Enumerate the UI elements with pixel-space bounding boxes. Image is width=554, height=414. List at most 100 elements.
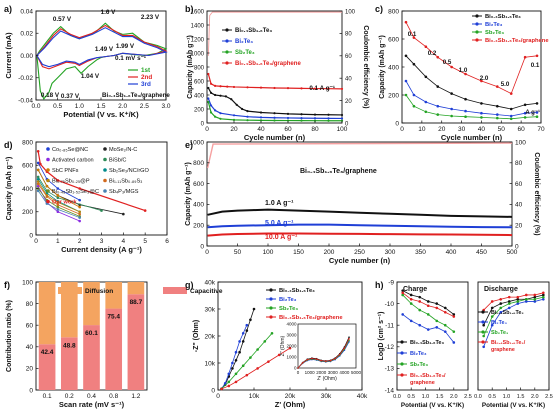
panel-b-right-ytick-label: 80 xyxy=(345,32,352,38)
panel-b-ytick-label: 400 xyxy=(194,93,205,99)
panel-e-xtick-label: 350 xyxy=(415,249,426,256)
panel-d-series-0 xyxy=(37,151,146,212)
panel-h-discharge-legend-label: Bi₂Te₃ xyxy=(491,320,507,326)
panel-g-xtick-label: 20k xyxy=(285,393,296,400)
panel-h-series-1-0-point xyxy=(542,293,545,297)
panel-e-sample: Bi₀.₄Sb₁.₆Te₃/graphene xyxy=(300,168,377,175)
panel-g-series-1-point xyxy=(231,361,234,365)
panel-c-legend-marker xyxy=(475,14,479,18)
panel-b-series-2-point xyxy=(232,118,236,121)
panel-c-legend-marker xyxy=(475,22,479,26)
panel-f-label: f) xyxy=(4,280,10,290)
panel-g-series-2 xyxy=(221,333,273,389)
panel-e-label: e) xyxy=(185,140,193,150)
panel-c-series-3-point xyxy=(424,45,428,48)
panel-a-xtick-label: 0.5 xyxy=(53,103,62,110)
panel-f-ytick-label: 40 xyxy=(26,344,34,351)
panel-a-xtick-label: 2.5 xyxy=(140,103,149,110)
panel-f-bar-capacitive xyxy=(127,294,145,390)
panel-d-xtick-label: 6 xyxy=(165,238,169,245)
panel-b-series-3-point xyxy=(327,87,330,90)
panel-b-series-2-point xyxy=(209,111,213,114)
panel-e-ytick-label: 600 xyxy=(193,181,204,188)
panel-a-ytick-label: -0.04 xyxy=(18,97,33,104)
panel-e-xtick-label: 200 xyxy=(324,249,335,256)
panel-a-annotation: 0.18 V xyxy=(41,92,60,99)
panel-c-series-2-point xyxy=(496,116,499,120)
panel-e-ytick-label: 0 xyxy=(200,243,204,250)
panel-d-legend-label: Bi₁.₁₁Sb₀.₈₉S₃ xyxy=(109,179,142,185)
panel-h-series-1-3-point xyxy=(499,297,503,301)
panel-g-series-1-point xyxy=(227,372,231,376)
panel-h-series-0-0-point xyxy=(452,313,456,316)
panel-f-legend-label: Diffusion xyxy=(85,288,113,295)
panel-e-series-0 xyxy=(207,208,513,218)
panel-d-series-7 xyxy=(37,181,80,213)
panel-a-series-2 xyxy=(36,27,168,68)
panel-g-inset-series-point xyxy=(334,357,336,360)
panel-b-series-3-point xyxy=(273,86,276,90)
panel-b-series-0-point xyxy=(209,91,213,94)
panel-h-series-0-3-point xyxy=(452,315,456,318)
panel-f-value-label: 42.4 xyxy=(41,349,54,356)
panel-h-legend-label: Bi₀.₄Sb₁.₆Te₃/ xyxy=(410,373,446,379)
panel-d-series-8-point xyxy=(78,212,81,216)
panel-c-rate-label: 0.2 xyxy=(428,50,437,57)
panel-a-ytick-label: 0.00 xyxy=(20,53,33,60)
panel-c-ytick-label: 600 xyxy=(388,36,399,43)
panel-b-ytick-label: 600 xyxy=(194,79,205,85)
panel-g-inset-series-point xyxy=(306,358,309,361)
panel-h-series-1-1-point xyxy=(482,345,485,349)
panel-d-legend-label: Sb₂Se₃/NC/rGO xyxy=(109,168,150,174)
panel-b-series-0-point xyxy=(286,112,290,115)
panel-b-ytick-label: 0 xyxy=(201,121,205,127)
panel-d-series-3-point xyxy=(56,210,60,214)
panel-f-value-label: 88.7 xyxy=(130,299,143,306)
panel-g-legend-marker xyxy=(269,315,273,319)
panel-h-series-0-3-point xyxy=(409,297,413,301)
panel-d-series-7-point xyxy=(56,201,60,204)
panel-b-series-2-point xyxy=(246,119,249,122)
panel-d-legend-marker xyxy=(103,178,107,183)
panel-h-0-xtick-label: 2.0 xyxy=(450,394,458,400)
panel-c-series-1-point xyxy=(496,113,499,116)
panel-c-xtick-label: 40 xyxy=(478,126,486,133)
panel-b-ytick-label: 1600 xyxy=(191,9,205,15)
panel-b-series-2-point xyxy=(214,115,217,118)
panel-e-y2label: Coulombic efficiency (%) xyxy=(533,152,540,235)
panel-b-legend-label: Bi₀.₄Sb₁.₆Te₃/graphene xyxy=(235,61,301,67)
panel-b-right-ytick-label: 40 xyxy=(345,77,352,83)
panel-a-ytick-label: 0.02 xyxy=(20,31,33,38)
panel-g-series-3-point xyxy=(277,353,281,357)
panel-d-series-0-point xyxy=(39,162,42,166)
panel-h-series-0-1-point xyxy=(435,326,439,329)
panel-h-series-0-2-point xyxy=(418,308,422,312)
panel-d-series-8-point xyxy=(45,195,49,198)
panel-h-1-xtick-label: 2.5 xyxy=(545,394,553,400)
panel-d-legend-label: Our work xyxy=(52,200,77,206)
panel-h-series-0-0-point xyxy=(443,306,447,310)
panel-d-series-8-point xyxy=(56,203,60,207)
panel-e-xtick-label: 300 xyxy=(385,249,396,256)
panel-h-series-1-2-point xyxy=(516,300,520,303)
panel-g-ylabel: -Z" (Ohm) xyxy=(193,320,200,352)
panel-h-series-1-1-point xyxy=(524,300,528,303)
panel-b-ytick-label: 200 xyxy=(194,107,205,113)
panel-f-bar-capacitive xyxy=(105,308,123,390)
panel-e-xtick-label: 50 xyxy=(234,249,242,256)
panel-g-legend-marker xyxy=(269,297,273,301)
panel-c-series-0-point xyxy=(412,62,416,66)
panel-f-legend-swatch xyxy=(163,287,187,294)
panel-g-series-0-point xyxy=(241,340,245,343)
panel-c-series-3-point xyxy=(450,65,453,69)
panel-h-series-0-1-point xyxy=(426,328,430,331)
panel-g-ytick-label: 40k xyxy=(205,279,216,286)
panel-h-0-xtick-label: 2.5 xyxy=(464,394,472,400)
panel-d-legend-marker xyxy=(46,147,50,151)
panel-d-legend-marker xyxy=(103,157,107,162)
panel-h-legend-marker xyxy=(400,373,404,377)
panel-g-legend-label: Bi₀.₄Sb₁.₆Te₃/graphene xyxy=(279,315,343,321)
panel-h-legend-label: graphene xyxy=(410,380,435,386)
panel-g-inset-series-point xyxy=(348,336,350,339)
panel-h-legend-label: Sb₂Te₃ xyxy=(410,362,428,368)
